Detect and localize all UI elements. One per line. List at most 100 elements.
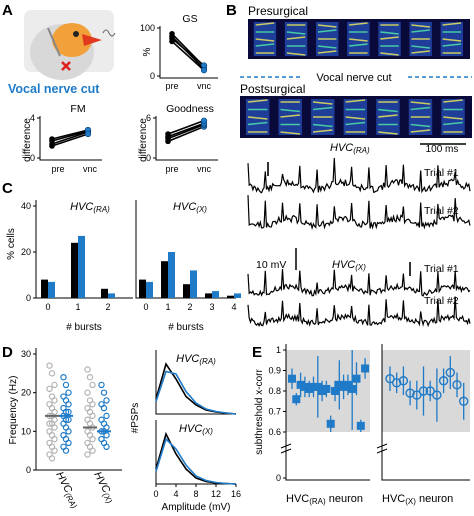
d-frequency-point bbox=[89, 412, 96, 420]
harmonic bbox=[280, 131, 301, 135]
e-ra-point bbox=[300, 382, 309, 391]
c-ra-bar bbox=[108, 293, 115, 298]
c-x-axes bbox=[135, 200, 236, 299]
harmonic bbox=[286, 31, 306, 35]
fm-ytick-label: 4 bbox=[30, 113, 35, 123]
c-x-title: HVC(X) bbox=[173, 201, 207, 214]
voltage-scalebar-label: 10 mV bbox=[256, 259, 286, 271]
goodness-ytick-label: 0 bbox=[146, 153, 151, 163]
goodness-series-line bbox=[167, 125, 205, 143]
fm-series-line bbox=[51, 133, 89, 147]
d-ytick-label: 20 bbox=[21, 388, 31, 398]
d-frequency-point bbox=[65, 428, 72, 435]
e-ra-point bbox=[352, 374, 361, 383]
fm-ytick-label: 0 bbox=[30, 153, 35, 163]
c-x-xtick-label: 0 bbox=[143, 302, 148, 312]
d-hist-xtick-label: 12 bbox=[211, 489, 221, 499]
syllable bbox=[278, 99, 302, 135]
e-ra-point bbox=[288, 374, 296, 383]
gs-axes bbox=[159, 26, 218, 79]
syllable bbox=[441, 99, 465, 135]
harmonic bbox=[255, 22, 275, 26]
panel-e-label: E bbox=[252, 344, 262, 361]
presurgical-syllables bbox=[253, 22, 464, 56]
d-frequency-point bbox=[65, 416, 72, 423]
d-frequency-point bbox=[65, 401, 72, 408]
harmonic bbox=[312, 123, 333, 128]
d-ytick-label: 30 bbox=[21, 349, 31, 359]
d-frequency-point bbox=[84, 389, 91, 396]
fm-axes bbox=[39, 116, 102, 161]
syllable bbox=[245, 99, 270, 135]
d-hist-xtick-label: 16 bbox=[231, 489, 241, 499]
d-frequency-point bbox=[51, 397, 58, 404]
d-histograms: 0 4 8 12 16 bbox=[153, 362, 241, 499]
goodness-xtick-vnc: vnc bbox=[197, 164, 212, 174]
fm-title: FM bbox=[70, 103, 85, 115]
d-frequency-point bbox=[86, 374, 94, 381]
d-hist-xtick-label: 0 bbox=[153, 489, 158, 499]
c-ra-bar bbox=[101, 288, 108, 298]
harmonic bbox=[286, 52, 306, 56]
presurgical-label: Presurgical bbox=[248, 4, 308, 18]
c-ra-bar bbox=[48, 281, 55, 298]
fm-pre-point bbox=[49, 143, 55, 149]
hvc-x-trace-title: HVC(X) bbox=[332, 259, 366, 272]
d-hist-ra-title: HVC(RA) bbox=[176, 353, 216, 366]
d-frequency-point bbox=[103, 432, 110, 439]
c-x-bar bbox=[227, 295, 234, 298]
harmonic bbox=[317, 24, 337, 28]
e-x-point bbox=[385, 374, 395, 384]
d-frequency-point bbox=[89, 381, 96, 389]
syllable bbox=[284, 22, 308, 56]
c-x-bar bbox=[161, 261, 168, 298]
syllable bbox=[347, 22, 370, 56]
e-ra-point bbox=[292, 395, 301, 404]
c-ra-title: HVC(RA) bbox=[70, 201, 110, 214]
c-x-bar bbox=[205, 293, 212, 298]
e-ra-point bbox=[339, 382, 348, 391]
d-hist-xtick-label: 4 bbox=[173, 489, 178, 499]
harmonic bbox=[317, 50, 337, 54]
harmonic bbox=[345, 121, 366, 126]
d-frequency-point bbox=[51, 447, 58, 454]
c-ytick-label: 0 bbox=[26, 293, 31, 303]
gs-plot: GS % pre vnc bbox=[142, 13, 218, 91]
cut-mark-icon bbox=[61, 61, 71, 71]
e-x-point bbox=[425, 386, 435, 396]
fm-xtick-pre: pre bbox=[51, 164, 64, 174]
e-x-point bbox=[398, 376, 409, 386]
gs-xtick-pre: pre bbox=[165, 81, 178, 91]
e-ra-point bbox=[348, 384, 357, 393]
harmonic bbox=[380, 31, 399, 35]
harmonic bbox=[442, 22, 462, 26]
hvc-x-trial-1-label: Trial #1 bbox=[424, 263, 459, 275]
vocal-nerve-cut-label: Vocal nerve cut bbox=[316, 72, 391, 84]
syllable bbox=[376, 99, 400, 135]
c-ylabel: % cells bbox=[6, 228, 17, 260]
harmonic bbox=[317, 45, 337, 49]
c-x-xtick-label: 3 bbox=[209, 302, 214, 312]
fm-series-line bbox=[51, 129, 89, 140]
gs-title: GS bbox=[182, 13, 197, 25]
e-ra-point bbox=[343, 380, 352, 389]
c-x-xlabel: # bursts bbox=[168, 322, 204, 333]
gs-ytick-label: 0 bbox=[150, 71, 155, 81]
harmonic bbox=[443, 99, 463, 103]
fm-plot: FM difference pre vnc bbox=[22, 103, 102, 174]
e-ra-point bbox=[335, 380, 344, 389]
c-ytick-label: 40 bbox=[21, 201, 31, 211]
fm-ylabel: difference bbox=[22, 118, 33, 162]
d-frequency-point bbox=[60, 374, 67, 381]
hvc-x-trial-2-trace bbox=[247, 296, 471, 328]
harmonic bbox=[410, 129, 431, 133]
d-frequency-point bbox=[84, 451, 91, 458]
e-x-point bbox=[438, 376, 449, 386]
harmonic bbox=[411, 45, 430, 49]
harmonic bbox=[411, 50, 430, 54]
e-ra-point bbox=[331, 387, 339, 395]
e-x-point bbox=[412, 390, 422, 400]
gs-pre-point bbox=[169, 38, 175, 45]
